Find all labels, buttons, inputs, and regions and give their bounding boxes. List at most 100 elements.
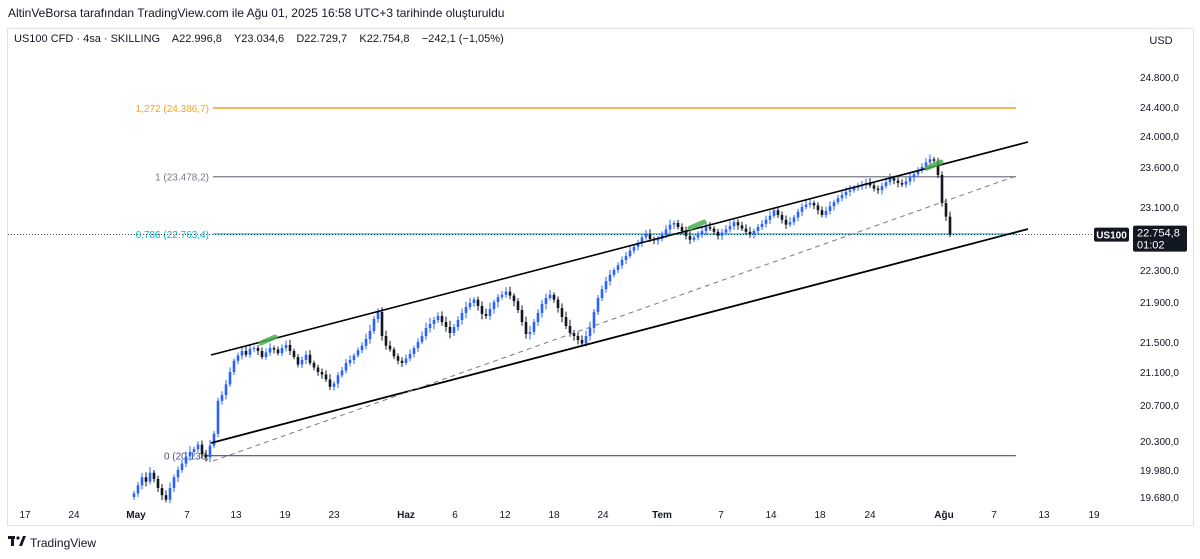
candle-body <box>816 205 820 211</box>
candle-body <box>780 215 784 220</box>
last-price-badge <box>1133 225 1187 252</box>
candle-body <box>656 239 660 241</box>
candle-body <box>852 187 856 191</box>
x-tick-label: 24 <box>597 510 609 521</box>
candle-body <box>144 477 148 482</box>
candle-body <box>188 451 192 457</box>
candle-body <box>592 312 596 328</box>
candle-body <box>648 234 652 239</box>
currency-button[interactable]: USD <box>1149 35 1173 47</box>
fib-level-label: 1 (23.478,2) <box>155 173 209 184</box>
candle-body <box>348 360 352 363</box>
x-tick-label: 13 <box>1038 510 1050 521</box>
candle-body <box>736 222 740 226</box>
candle-body <box>172 477 176 488</box>
candle-body <box>156 479 160 488</box>
candle-body <box>932 159 936 161</box>
x-tick-label: Tem <box>652 510 672 521</box>
candle-body <box>828 206 832 211</box>
candle-body <box>616 265 620 270</box>
candle-body <box>180 463 184 470</box>
candle-body <box>340 370 344 376</box>
candle-body <box>532 322 536 332</box>
candle-body <box>196 444 200 450</box>
candle-body <box>528 332 532 334</box>
candle-body <box>400 360 404 363</box>
candle-body <box>276 349 280 354</box>
channel-mid-line <box>212 175 1017 462</box>
candle-body <box>464 307 468 313</box>
candle-body <box>796 211 800 218</box>
candle-body <box>840 195 844 199</box>
candle-body <box>284 345 288 348</box>
candle-body <box>220 395 224 401</box>
candle-body <box>928 159 932 163</box>
y-tick-label: 20.700,0 <box>1140 401 1179 412</box>
candle-body <box>832 202 836 207</box>
candle-body <box>472 299 476 303</box>
candle-body <box>800 207 804 212</box>
candle-body <box>316 367 320 372</box>
candle-body <box>804 204 808 207</box>
candle-body <box>668 224 672 230</box>
x-tick-label: 12 <box>499 510 511 521</box>
candle-body <box>332 383 336 387</box>
candle-body <box>768 215 772 220</box>
candle-body <box>944 203 948 217</box>
fib-level-label: 1,272 (24.386,7) <box>136 104 209 115</box>
candle-body <box>720 232 724 236</box>
candle-body <box>588 328 592 336</box>
candle-body <box>552 294 556 300</box>
candle-body <box>940 175 944 203</box>
candle-body <box>696 234 700 238</box>
y-tick-label: 24.800,0 <box>1140 73 1179 84</box>
candle-body <box>916 170 920 175</box>
candle-body <box>232 360 236 372</box>
candle-body <box>176 470 180 478</box>
candle-body <box>900 183 904 185</box>
candle-body <box>204 454 208 458</box>
candle-body <box>428 324 432 328</box>
candle-body <box>724 229 728 233</box>
x-tick-label: May <box>126 510 146 521</box>
candle-body <box>884 182 888 187</box>
x-tick-label: 24 <box>68 510 80 521</box>
x-tick-label: Haz <box>397 510 415 521</box>
candle-body <box>936 160 940 175</box>
y-tick-label: 20.300,0 <box>1140 437 1179 448</box>
candle-body <box>376 312 380 319</box>
touch-highlight <box>258 334 278 346</box>
candle-body <box>680 227 684 231</box>
candle-body <box>536 313 540 322</box>
candle-body <box>328 379 332 387</box>
channel-upper-line <box>210 141 1029 356</box>
candle-body <box>556 299 560 308</box>
low-value: D22.729,7 <box>296 33 348 45</box>
candle-body <box>684 231 688 236</box>
candle-body <box>468 303 472 307</box>
last-price-label: 22.754,8 <box>1137 228 1180 240</box>
channel-lower-line <box>210 228 1029 444</box>
candle-body <box>608 274 612 282</box>
candle-body <box>740 225 744 229</box>
symbol-legend: US100 CFD · 4sa · SKILLING A22.996,8 Y23… <box>14 33 504 45</box>
x-tick-label: 14 <box>765 510 777 521</box>
candle-body <box>752 231 756 235</box>
candle-body <box>252 348 256 349</box>
candle-body <box>420 336 424 342</box>
candle-body <box>388 345 392 350</box>
candle-body <box>368 331 372 339</box>
candle-body <box>416 342 420 348</box>
candle-body <box>408 354 412 359</box>
footer-brand[interactable]: TradingView <box>8 536 96 550</box>
candle-body <box>716 231 720 236</box>
candle-body <box>364 339 368 346</box>
candle-body <box>432 320 436 324</box>
candle-body <box>844 191 848 195</box>
candle-body <box>848 190 852 192</box>
candle-body <box>168 488 172 500</box>
y-tick-label: 19.980,0 <box>1140 466 1179 477</box>
symbol-info[interactable]: US100 CFD · 4sa · SKILLING <box>14 33 161 45</box>
candle-body <box>264 352 268 357</box>
